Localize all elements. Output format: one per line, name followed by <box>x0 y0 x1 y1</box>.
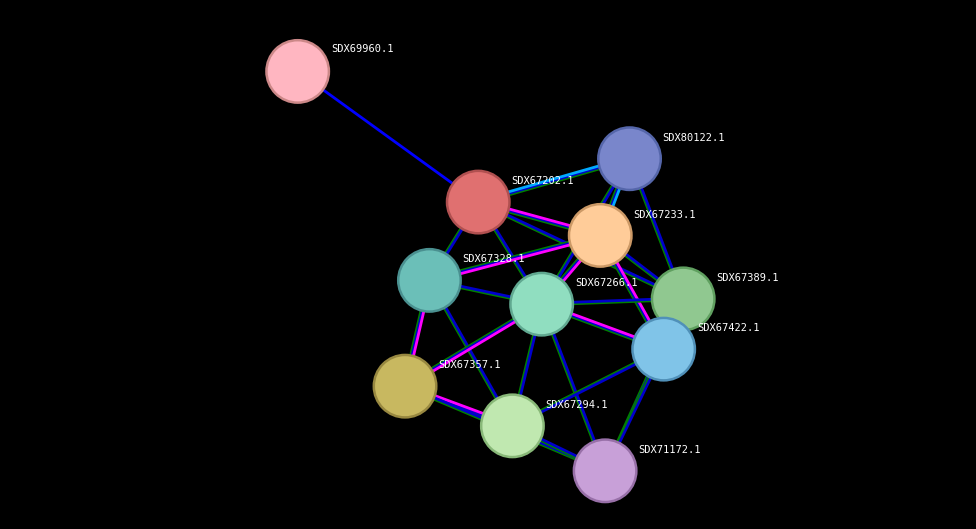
Text: SDX67422.1: SDX67422.1 <box>697 323 759 333</box>
Text: SDX67233.1: SDX67233.1 <box>633 209 696 220</box>
Text: SDX67202.1: SDX67202.1 <box>511 176 574 186</box>
Text: SDX80122.1: SDX80122.1 <box>663 133 725 143</box>
Ellipse shape <box>510 273 573 335</box>
Text: SDX71172.1: SDX71172.1 <box>638 445 701 455</box>
Ellipse shape <box>266 40 329 103</box>
Text: SDX67294.1: SDX67294.1 <box>546 400 608 410</box>
Ellipse shape <box>569 204 631 267</box>
Ellipse shape <box>652 268 714 330</box>
Ellipse shape <box>481 395 544 457</box>
Text: SDX67389.1: SDX67389.1 <box>716 273 779 283</box>
Text: SDX69960.1: SDX69960.1 <box>331 44 393 54</box>
Ellipse shape <box>598 127 661 190</box>
Ellipse shape <box>632 318 695 380</box>
Ellipse shape <box>374 355 436 417</box>
Ellipse shape <box>574 440 636 502</box>
Text: SDX67328.1: SDX67328.1 <box>463 254 525 264</box>
Text: SDX67266.1: SDX67266.1 <box>575 278 637 288</box>
Text: SDX67357.1: SDX67357.1 <box>438 360 501 370</box>
Ellipse shape <box>447 171 509 233</box>
Ellipse shape <box>398 249 461 312</box>
